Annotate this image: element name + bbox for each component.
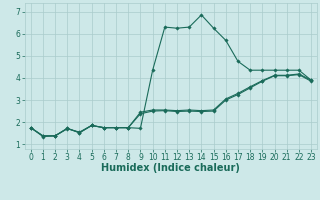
X-axis label: Humidex (Indice chaleur): Humidex (Indice chaleur): [101, 163, 240, 173]
